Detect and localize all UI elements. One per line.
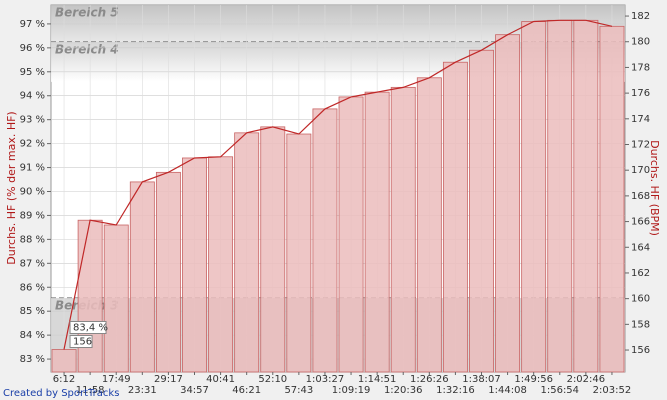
bar [469, 49, 494, 373]
y2-tick-label: 158 [631, 319, 650, 330]
x-tick-label: 29:17 [154, 374, 183, 385]
bar [364, 91, 390, 373]
x-tick-label: 46:21 [232, 385, 261, 396]
hr-line [63, 19, 613, 350]
bar [51, 349, 77, 373]
y-tick-label: 89 % [20, 210, 45, 221]
y-tick-label: 92 % [20, 139, 45, 150]
bar [129, 181, 155, 373]
tooltip-label: 83,4 % [73, 322, 108, 333]
y-tick-label: 94 % [20, 91, 45, 102]
x-tick-label: 40:41 [206, 374, 235, 385]
x-tick-label: 1:56:54 [540, 385, 579, 396]
x-tick-label: 1:32:16 [436, 385, 475, 396]
y2-tick-label: 168 [631, 191, 650, 202]
x-tick-label: 1:03:27 [306, 374, 345, 385]
bar [390, 86, 416, 373]
y-tick-label: 91 % [20, 163, 45, 174]
y2-tick-label: 166 [631, 217, 650, 228]
y-tick-label: 96 % [20, 43, 45, 54]
x-tick-label: 1:14:51 [358, 374, 397, 385]
y2-tick-label: 156 [631, 345, 650, 356]
bar [416, 77, 442, 373]
x-tick-label: 1:49:56 [514, 374, 553, 385]
y-tick-label: 84 % [20, 330, 45, 341]
y2-tick-label: 182 [631, 11, 650, 22]
y2-tick-label: 174 [631, 114, 650, 125]
bar [182, 157, 207, 373]
bar [547, 19, 573, 373]
bar [103, 224, 129, 373]
y2-tick-label: 160 [631, 294, 650, 305]
x-tick-label: 1:26:26 [410, 374, 449, 385]
bar [442, 61, 468, 373]
x-tick-label: 2:02:46 [567, 374, 606, 385]
bar [495, 34, 521, 373]
y2-tick-label: 170 [631, 165, 650, 176]
y2-tick-label: 172 [631, 140, 650, 151]
y2-axis-title: Durchs. HF (BPM) [648, 140, 661, 236]
y-tick-label: 97 % [20, 19, 45, 30]
bar [521, 21, 547, 373]
y2-tick-label: 162 [631, 268, 650, 279]
bar [260, 126, 286, 373]
x-tick-label: 2:03:52 [593, 385, 632, 396]
y-tick-label: 88 % [20, 234, 45, 245]
x-tick-label: 11:58 [76, 385, 105, 396]
y2-tick-label: 176 [631, 88, 650, 99]
bar [338, 96, 364, 373]
y2-tick-label: 164 [631, 242, 650, 253]
x-tick-label: 6:12 [53, 374, 75, 385]
tooltip-box [69, 320, 107, 334]
x-tick-label: 34:57 [180, 385, 209, 396]
x-tick-label: 17:49 [102, 374, 131, 385]
x-tick-label: 1:09:19 [332, 385, 371, 396]
bar [77, 219, 103, 373]
zone-label: Bereich 5 [55, 6, 119, 20]
x-tick-label: 1:44:08 [488, 385, 527, 396]
y2-tick-label: 180 [631, 37, 650, 48]
bar [312, 108, 338, 373]
x-tick-label: 57:43 [284, 385, 313, 396]
x-tick-label: 1:20:36 [384, 385, 423, 396]
y-tick-label: 83 % [20, 354, 45, 365]
y-tick-label: 87 % [20, 258, 45, 269]
bar [599, 25, 625, 373]
bar [155, 171, 181, 373]
zone-label: Bereich 4 [55, 42, 119, 56]
x-tick-label: 23:31 [128, 385, 157, 396]
y-axis-title: Durchs. HF (% der max. HF) [5, 111, 18, 264]
y-tick-label: 85 % [20, 306, 45, 317]
y-tick-label: 93 % [20, 115, 45, 126]
bar [208, 156, 234, 373]
x-tick-label: 1:38:07 [462, 374, 501, 385]
tooltip-bpm: 156 [73, 336, 92, 347]
y-tick-label: 95 % [20, 67, 45, 78]
footer: Created by SportTracks [3, 388, 119, 399]
y-tick-label: 86 % [20, 282, 45, 293]
y2-tick-label: 178 [631, 62, 650, 73]
x-tick-label: 52:10 [258, 374, 287, 385]
bar [573, 19, 599, 373]
bar [234, 132, 260, 373]
bar [286, 133, 312, 373]
y-tick-label: 90 % [20, 186, 45, 197]
tooltip-box [69, 334, 93, 348]
